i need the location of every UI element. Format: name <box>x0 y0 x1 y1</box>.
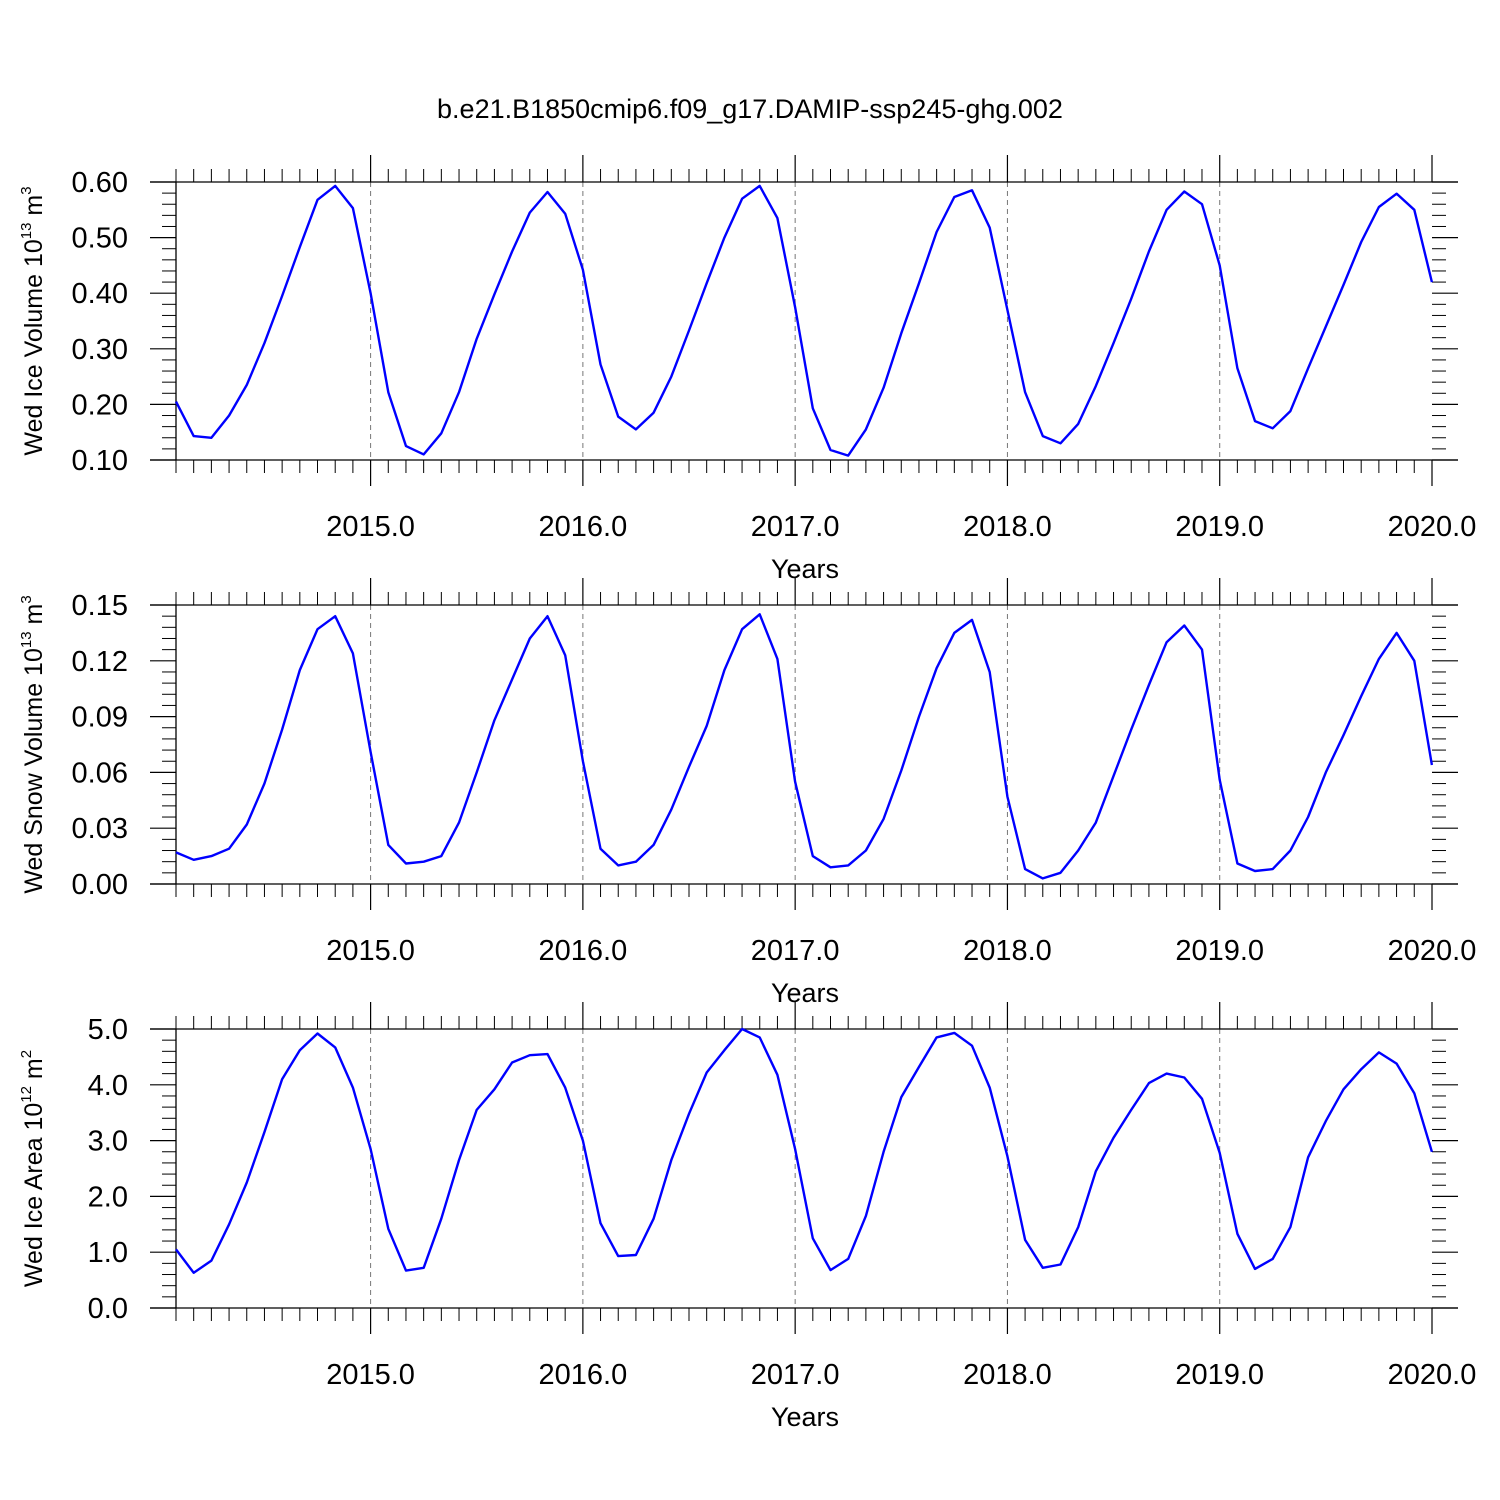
y-axis-label-exponent: 13 <box>18 223 35 240</box>
y-tick-label: 0.10 <box>72 445 128 477</box>
y-tick-label: 0.12 <box>72 646 128 678</box>
y-tick-label: 0.09 <box>72 702 128 734</box>
y-axis-label-unit-exponent: 3 <box>18 186 35 194</box>
y-axis-label-unit: m <box>20 195 48 223</box>
chart-panel-1: 0.10 0.20 0.30 0.40 0.50 0.60 2015.0 2016.0 2017… <box>18 155 1476 584</box>
x-tick-label: 2015.0 <box>326 511 415 543</box>
chart-panel-2: 0.00 0.03 0.06 0.09 0.12 0.15 2015.0 2016.0 2017… <box>18 578 1476 1008</box>
x-tick-label: 2019.0 <box>1175 935 1264 967</box>
x-axis-label: Years <box>771 554 839 584</box>
y-axis-label-exponent: 12 <box>18 1086 35 1103</box>
y-tick-label: 0.60 <box>72 167 128 199</box>
x-tick-label: 2018.0 <box>963 935 1052 967</box>
x-tick-label: 2020.0 <box>1388 935 1477 967</box>
x-tick-label: 2017.0 <box>751 935 840 967</box>
y-tick-label: 0.50 <box>72 223 128 255</box>
y-axis-label-exponent: 13 <box>18 631 35 648</box>
x-tick-label: 2018.0 <box>963 511 1052 543</box>
x-tick-label: 2020.0 <box>1388 1359 1477 1391</box>
series-line <box>175 613 1434 880</box>
x-tick-label: 2017.0 <box>751 1359 840 1391</box>
x-tick-label: 2019.0 <box>1175 511 1264 543</box>
x-tick-label: 2016.0 <box>539 1359 628 1391</box>
y-axis-label-text: Wed Snow Volume 10 <box>20 648 48 894</box>
y-tick-label: 2.0 <box>88 1181 128 1213</box>
series-line <box>174 184 1434 457</box>
y-axis-label-unit-exponent: 2 <box>18 1050 35 1058</box>
y-tick-label: 3.0 <box>88 1126 128 1158</box>
y-axis-label: Wed Snow Volume 1013 m3 <box>18 595 48 893</box>
figure-title: b.e21.B1850cmip6.f09_g17.DAMIP-ssp245-gh… <box>437 94 1063 124</box>
x-tick-label: 2019.0 <box>1175 1359 1264 1391</box>
x-tick-label: 2020.0 <box>1388 511 1477 543</box>
y-axis-label-unit: m <box>20 604 48 632</box>
x-tick-label: 2015.0 <box>326 935 415 967</box>
x-axis-label: Years <box>771 978 839 1008</box>
panels-group: 0.10 0.20 0.30 0.40 0.50 0.60 2015.0 2016.0 2017… <box>18 155 1476 1432</box>
x-tick-label: 2016.0 <box>539 935 628 967</box>
y-axis-label-text: Wed Ice Volume 10 <box>20 239 48 455</box>
series-line <box>175 1027 1434 1275</box>
y-tick-label: 0.03 <box>72 813 128 845</box>
y-axis-label: Wed Ice Area 1012 m2 <box>18 1050 48 1287</box>
y-tick-label: 0.00 <box>72 869 128 901</box>
y-axis-label-text: Wed Ice Area 10 <box>20 1103 48 1287</box>
x-tick-label: 2017.0 <box>751 511 840 543</box>
y-tick-label: 0.15 <box>72 590 128 622</box>
y-tick-label: 1.0 <box>88 1237 128 1269</box>
x-tick-label: 2015.0 <box>326 1359 415 1391</box>
chart-panel-3: 0.0 1.0 2.0 3.0 4.0 5.0 2015.0 2016.0 2017.0 2018… <box>18 1002 1476 1432</box>
y-tick-label: 4.0 <box>88 1070 128 1102</box>
y-axis-label-unit: m <box>20 1058 48 1086</box>
y-axis-label-unit-exponent: 3 <box>18 595 35 603</box>
y-tick-label: 0.20 <box>72 389 128 421</box>
x-axis-label: Years <box>771 1402 839 1432</box>
x-tick-label: 2016.0 <box>539 511 628 543</box>
y-tick-label: 0.30 <box>72 334 128 366</box>
y-tick-label: 0.0 <box>88 1293 128 1325</box>
y-tick-label: 0.40 <box>72 278 128 310</box>
y-tick-label: 0.06 <box>72 757 128 789</box>
x-tick-label: 2018.0 <box>963 1359 1052 1391</box>
y-tick-label: 5.0 <box>88 1014 128 1046</box>
y-axis-label: Wed Ice Volume 1013 m3 <box>18 186 48 455</box>
